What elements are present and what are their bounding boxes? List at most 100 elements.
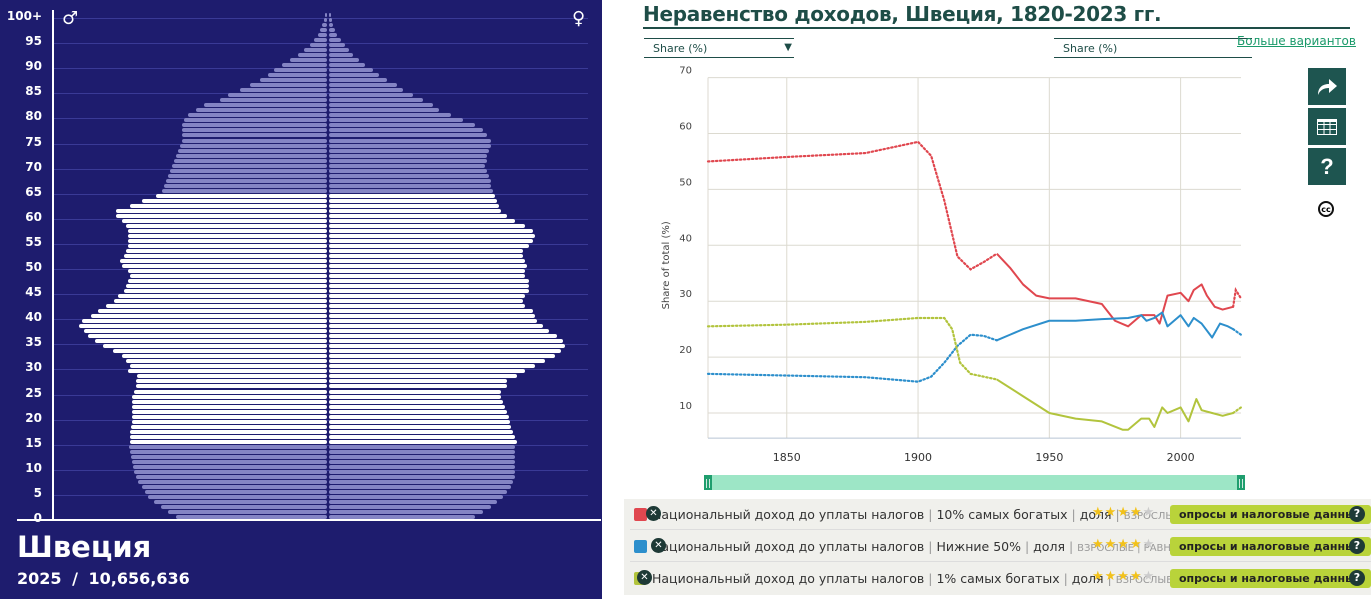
indicator-select-left[interactable]: Share (%) ▼	[644, 38, 794, 58]
divider	[630, 529, 1371, 530]
remove-series-icon[interactable]: ✕	[651, 538, 666, 553]
male-bar	[131, 454, 327, 459]
female-bar	[329, 248, 523, 253]
male-bar	[176, 515, 327, 519]
share-button[interactable]	[1308, 68, 1346, 105]
age-tick-label: 50	[25, 260, 42, 274]
age-tick-label: 90	[25, 59, 42, 74]
male-bar	[95, 339, 327, 344]
female-bar	[329, 269, 525, 274]
series-line-estimated	[1232, 406, 1243, 415]
male-bar	[196, 108, 327, 113]
range-slider-handle[interactable]	[704, 475, 712, 490]
female-bar	[329, 339, 563, 344]
female-bar	[329, 509, 483, 514]
male-bar	[166, 178, 327, 183]
female-bar	[329, 399, 503, 404]
male-bar	[220, 98, 327, 103]
slider-grip-icon: ||	[1238, 479, 1244, 489]
title-underline	[643, 27, 1350, 29]
legend-item[interactable]: Национальный доход до уплаты налогов | 1…	[624, 563, 1371, 594]
male-bar	[250, 83, 327, 88]
help-icon[interactable]: ?	[1349, 570, 1365, 586]
female-icon: ♀	[572, 8, 586, 29]
select-label: Share (%)	[653, 42, 708, 55]
female-bar	[329, 284, 529, 289]
series-line-estimated	[1232, 286, 1243, 308]
female-bar	[329, 515, 475, 519]
male-bar	[122, 264, 327, 268]
female-bar	[329, 183, 491, 188]
table-button[interactable]	[1308, 108, 1346, 145]
male-bar	[129, 444, 327, 449]
female-bar	[329, 319, 537, 324]
male-bar	[132, 399, 327, 404]
male-bar	[314, 38, 327, 43]
population-label: 10,656,636	[88, 569, 190, 588]
female-bar	[329, 374, 517, 379]
male-bar	[126, 248, 327, 253]
help-icon[interactable]: ?	[1349, 506, 1365, 522]
age-tick-label: 70	[25, 159, 42, 174]
female-bar	[329, 153, 487, 158]
female-bar	[329, 193, 495, 198]
female-bar	[329, 143, 491, 148]
female-bar	[329, 73, 379, 78]
male-bar	[84, 329, 327, 334]
remove-series-icon[interactable]: ✕	[637, 570, 652, 585]
x-tick-label: 2000	[1167, 451, 1195, 464]
female-bar	[329, 213, 507, 218]
female-bar	[329, 33, 337, 38]
male-bar	[182, 138, 327, 143]
age-tick-label: 0	[33, 511, 42, 525]
male-bar	[132, 394, 327, 399]
range-slider-handle[interactable]	[1237, 475, 1245, 490]
series-line	[996, 311, 1234, 342]
female-bar	[329, 274, 525, 279]
male-bar	[132, 409, 327, 414]
female-bar	[329, 178, 491, 183]
female-bar	[329, 223, 525, 228]
male-bar	[130, 203, 327, 208]
pyramid-baseline	[17, 519, 601, 521]
y-tick-label: 60	[679, 122, 692, 133]
female-bar	[329, 168, 487, 173]
help-button[interactable]: ?	[1308, 148, 1346, 185]
male-bar	[204, 103, 327, 108]
male-bar	[148, 494, 327, 499]
creative-commons-icon[interactable]: cc	[1318, 201, 1334, 217]
range-slider-track[interactable]	[704, 475, 1245, 490]
help-icon[interactable]: ?	[1349, 538, 1365, 554]
male-bar	[134, 389, 327, 394]
x-tick-label: 1850	[773, 451, 801, 464]
male-bar	[130, 434, 327, 439]
female-bar	[329, 309, 533, 314]
female-bar	[329, 344, 565, 349]
age-tick-label: 30	[25, 360, 42, 375]
age-tick-label: 35	[25, 335, 42, 350]
male-bar	[188, 113, 327, 118]
x-tick-label: 1950	[1035, 451, 1063, 464]
legend-item[interactable]: Национальный доход до уплаты налогов | 1…	[624, 499, 1371, 530]
female-bar	[329, 203, 499, 208]
male-icon: ♂	[62, 8, 79, 29]
share-icon	[1318, 78, 1337, 95]
female-bar	[329, 469, 515, 474]
female-bar	[329, 379, 507, 384]
gridline	[54, 18, 588, 19]
quality-stars-icon: ★★★★★	[1092, 537, 1156, 552]
age-tick-label: 95	[25, 34, 42, 49]
legend-item[interactable]: Национальный доход до уплаты налогов | Н…	[624, 531, 1371, 562]
age-tick-label: 55	[25, 234, 42, 249]
male-bar	[290, 58, 327, 63]
female-bar	[329, 108, 439, 113]
more-options-link[interactable]: Больше вариантов	[1237, 34, 1356, 48]
remove-series-icon[interactable]: ✕	[646, 506, 661, 521]
age-tick-label: 100+	[6, 9, 42, 23]
male-bar	[142, 484, 327, 489]
female-bar	[329, 98, 423, 103]
indicator-select-right[interactable]: Share (%)	[1054, 38, 1252, 58]
y-tick-label: 40	[679, 233, 692, 244]
series-line-estimated	[1232, 328, 1243, 336]
female-bar	[329, 349, 561, 354]
